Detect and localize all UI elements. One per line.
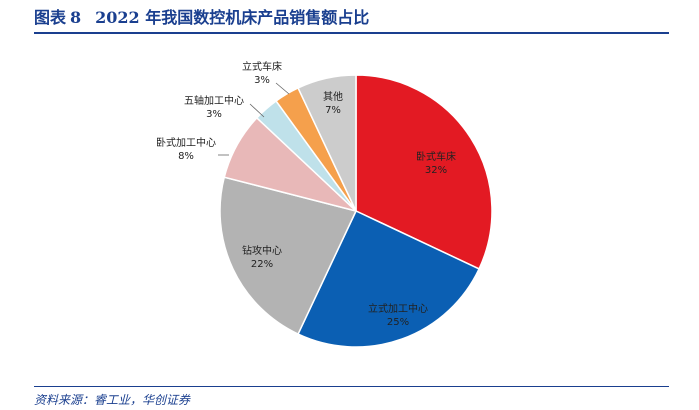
figure-number: 8: [70, 8, 82, 27]
slice-labels: 卧式车床 32% 立式加工中心 25% 钻攻中心 22% 卧式加工中心 8% 五轴加工中心 3% 立…: [156, 60, 456, 328]
slice-label: 卧式车床: [416, 150, 456, 163]
slice-value-label: 7%: [325, 105, 341, 116]
slice-label: 立式加工中心: [368, 302, 428, 315]
pie-slice: [219, 176, 358, 336]
slice-value-label: 25%: [387, 317, 409, 328]
leader-line: [249, 103, 265, 118]
slice-value-label: 22%: [251, 259, 273, 270]
pie-slice: [297, 74, 357, 212]
leader-line: [275, 82, 290, 95]
slice-value-label: 32%: [425, 165, 447, 176]
slice-value-label: 3%: [254, 75, 270, 86]
figure-label: 图表: [34, 8, 67, 27]
leader-lines: [218, 82, 290, 156]
pie-slice: [355, 74, 493, 270]
pie-slices: [219, 74, 493, 348]
slice-label: 立式车床: [242, 60, 282, 73]
slice-label: 卧式加工中心: [156, 136, 216, 149]
slice-label: 五轴加工中心: [184, 94, 244, 107]
slice-value-label: 3%: [206, 109, 222, 120]
title-rule: [34, 32, 669, 34]
slice-label: 其他: [323, 90, 343, 103]
figure-title-text: 2022 年我国数控机床产品销售额占比: [95, 8, 370, 27]
slice-label: 钻攻中心: [242, 244, 282, 257]
source-note: 资料来源：睿工业，华创证券: [34, 393, 191, 407]
figure-title: 图表 8 2022 年我国数控机床产品销售额占比: [34, 4, 369, 28]
slice-value-label: 8%: [178, 151, 194, 162]
pie-slice: [297, 210, 481, 348]
source-rule: [34, 386, 669, 387]
